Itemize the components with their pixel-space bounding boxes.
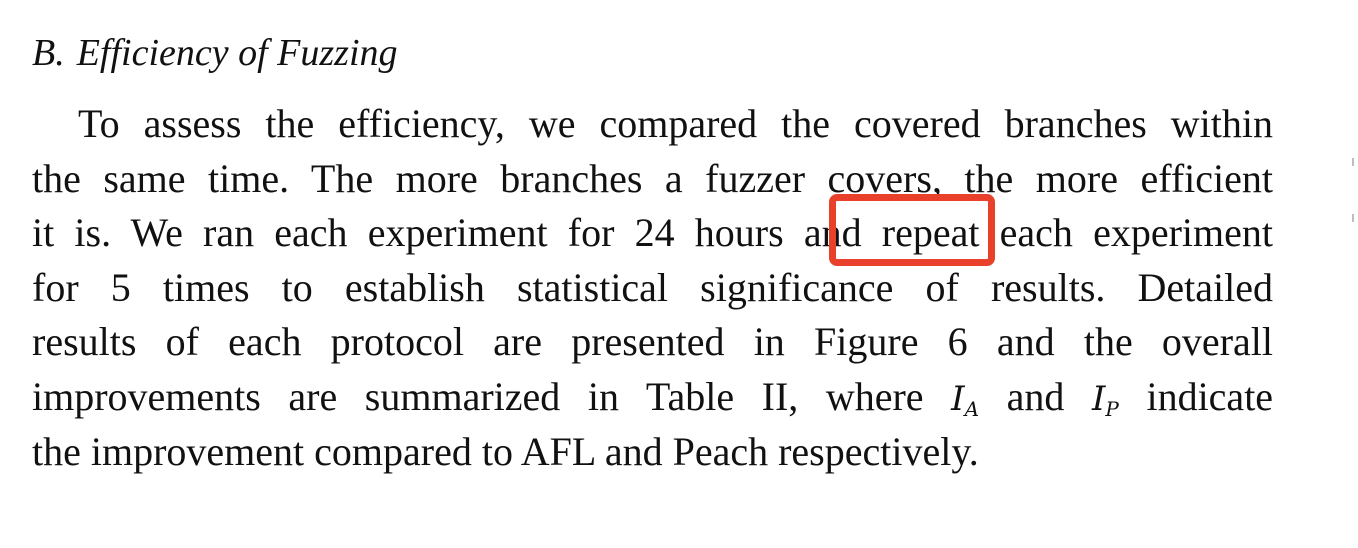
math-improvement-peach: IP xyxy=(1091,378,1119,421)
paragraph-line-3: it is. We ran each experiment for 24 hou… xyxy=(32,210,1273,256)
section-heading: B. Efficiency of Fuzzing xyxy=(32,30,398,76)
paragraph-line-6: improvements are summarized in Table II,… xyxy=(32,370,1273,425)
math-ip-sub: P xyxy=(1105,396,1119,421)
highlight-box xyxy=(829,194,995,266)
page-edge-marks xyxy=(1352,150,1356,230)
section-title: Efficiency of Fuzzing xyxy=(76,32,398,74)
math-ia-base: I xyxy=(951,378,965,419)
math-ia-sub: A xyxy=(964,396,980,421)
edge-mark xyxy=(1352,214,1354,222)
paragraph-line-2: the same time. The more branches a fuzze… xyxy=(32,155,1273,201)
line-6-text-a: improvements are summarized in Table II,… xyxy=(32,373,924,419)
body-paragraph: To assess the efficiency, we compared th… xyxy=(32,97,1273,479)
math-ip-base: I xyxy=(1091,378,1106,419)
math-improvement-afl: IA xyxy=(951,378,980,421)
paragraph-line-4: for 5 times to establish statistical sig… xyxy=(32,264,1273,310)
edge-mark xyxy=(1352,158,1354,166)
paragraph-line-5: results of each protocol are presented i… xyxy=(32,319,1273,365)
paragraph-line-1: To assess the efficiency, we compared th… xyxy=(78,101,1273,146)
line-6-text-b: and xyxy=(1006,373,1065,419)
section-number: B. xyxy=(32,32,65,74)
line-6-text-c: indicate xyxy=(1146,373,1274,419)
paragraph-line-7: the improvement compared to AFL and Peac… xyxy=(32,428,979,474)
